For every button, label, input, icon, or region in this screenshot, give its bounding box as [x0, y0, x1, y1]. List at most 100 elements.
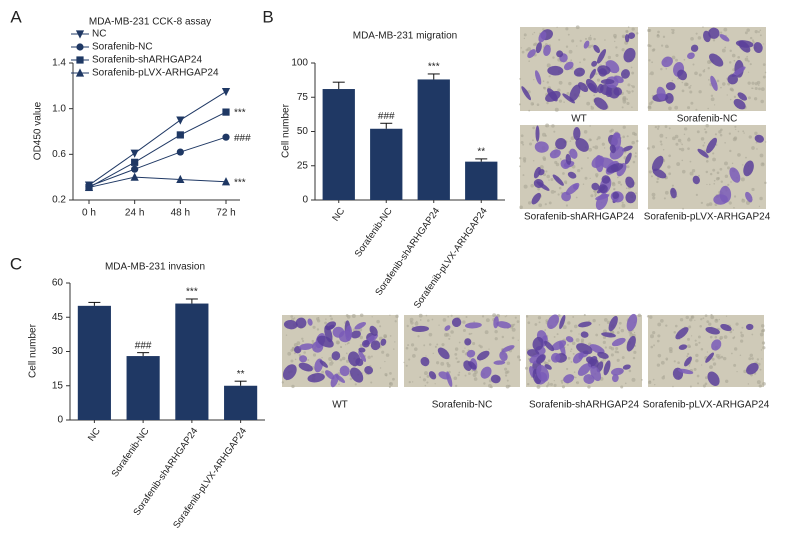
texture — [650, 345, 654, 349]
texture — [698, 90, 702, 94]
micrograph — [519, 25, 639, 112]
texture — [764, 141, 767, 143]
texture — [709, 172, 713, 176]
y-tick-label: 75 — [297, 92, 309, 103]
texture — [434, 383, 436, 385]
texture — [370, 355, 373, 358]
texture — [583, 130, 588, 134]
texture — [741, 326, 744, 329]
texture — [712, 362, 717, 366]
texture — [751, 81, 755, 85]
cell — [697, 148, 709, 158]
texture — [598, 324, 601, 326]
texture — [688, 86, 691, 89]
texture — [418, 313, 423, 318]
texture — [517, 339, 519, 341]
texture — [505, 384, 510, 389]
texture — [668, 127, 671, 130]
texture — [464, 347, 466, 349]
texture — [704, 376, 708, 380]
marker — [176, 148, 184, 156]
cell — [611, 337, 626, 347]
cell — [746, 362, 759, 375]
micrograph-label: WT — [571, 114, 587, 125]
cell — [612, 374, 619, 383]
texture — [759, 29, 762, 32]
texture — [696, 374, 700, 378]
texture — [680, 142, 682, 144]
texture — [561, 385, 566, 389]
texture — [339, 358, 343, 362]
texture — [683, 127, 688, 131]
cell — [325, 321, 337, 330]
texture — [534, 323, 538, 326]
texture — [689, 90, 693, 94]
texture — [462, 320, 466, 324]
texture — [627, 26, 630, 28]
texture — [523, 33, 527, 37]
cell — [624, 34, 630, 43]
texture — [708, 202, 713, 206]
texture — [652, 196, 656, 200]
texture — [721, 48, 726, 53]
texture — [454, 353, 458, 356]
texture — [431, 318, 434, 321]
texture — [385, 353, 390, 357]
texture — [389, 372, 392, 375]
texture — [316, 319, 321, 323]
cell — [551, 340, 567, 351]
texture — [760, 324, 765, 328]
texture — [446, 363, 451, 368]
cell — [496, 321, 512, 329]
texture — [732, 137, 737, 142]
texture — [656, 363, 661, 367]
texture — [695, 108, 698, 111]
texture — [555, 162, 560, 167]
texture — [756, 380, 761, 385]
texture — [394, 341, 396, 343]
texture — [520, 141, 524, 145]
texture — [359, 335, 364, 340]
texture — [746, 28, 750, 32]
texture — [567, 321, 571, 325]
y-tick-label: 1.4 — [52, 58, 66, 69]
texture — [733, 206, 735, 209]
texture — [625, 29, 629, 33]
texture — [709, 365, 713, 370]
cell — [652, 168, 667, 179]
texture — [436, 343, 439, 346]
texture — [522, 157, 527, 161]
texture — [558, 99, 563, 103]
texture — [753, 97, 758, 101]
texture — [307, 359, 310, 362]
texture — [734, 125, 737, 128]
cell — [536, 181, 550, 191]
texture — [681, 89, 685, 93]
cell — [593, 97, 608, 110]
marker — [130, 172, 139, 181]
texture — [563, 180, 568, 184]
cell — [577, 363, 592, 376]
cell — [463, 360, 472, 371]
texture — [389, 314, 391, 316]
x-tick-label: NC — [330, 206, 347, 224]
cell — [339, 365, 350, 377]
texture — [546, 101, 549, 105]
texture — [601, 142, 605, 146]
texture — [739, 354, 742, 356]
texture — [557, 88, 561, 92]
texture — [651, 61, 654, 64]
texture — [407, 344, 410, 347]
texture — [630, 66, 633, 69]
texture — [321, 357, 323, 359]
texture — [492, 313, 497, 318]
cell — [573, 67, 585, 77]
texture — [632, 356, 636, 360]
texture — [419, 319, 422, 321]
texture — [553, 379, 555, 382]
texture — [422, 378, 427, 382]
texture — [719, 133, 723, 137]
texture — [610, 128, 614, 132]
texture — [340, 346, 342, 348]
texture — [754, 131, 758, 136]
